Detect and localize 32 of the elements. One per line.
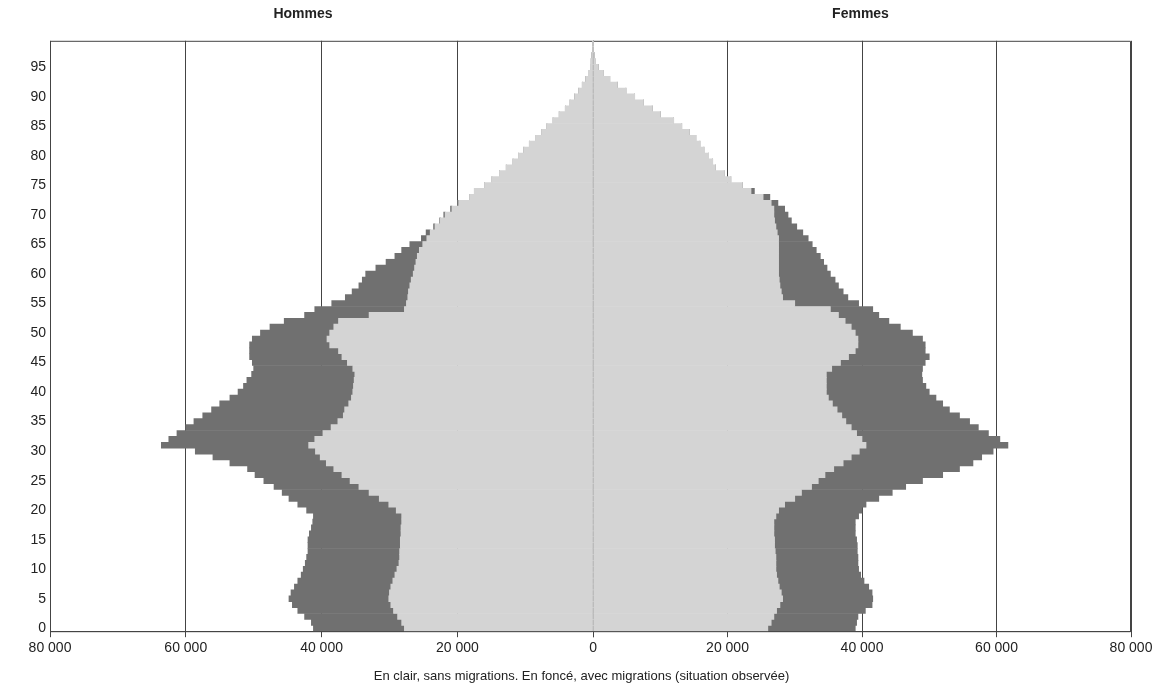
y-tick-label: 0 [38,619,47,636]
y-tick-label: 40 [30,382,47,399]
y-tick-label: 60 [30,264,47,281]
x-tick-label: 60 000 [164,639,208,656]
y-tick-label: 35 [30,412,47,429]
y-tick-label: 20 [30,501,47,518]
y-tick-label: 5 [38,589,47,606]
y-tick-label: 55 [30,294,47,311]
text: En clair, sans migrations. En foncé, avec migrations (situation observée) [372,668,791,683]
y-tick-label: 75 [30,176,47,193]
y-tick-label: 70 [30,205,47,222]
x-tick-label: 60 000 [975,639,1019,656]
x-tick-label: 20 000 [706,639,750,656]
y-tick-label: 90 [30,87,47,104]
y-tick-label: 30 [30,441,47,458]
y-tick-label: 45 [30,353,47,370]
y-tick-label: 65 [30,235,47,252]
x-tick-label: 0 [589,639,598,656]
y-tick-label: 85 [30,117,47,134]
y-tick-label: 50 [30,323,47,340]
y-tick-label: 80 [30,146,47,163]
y-tick-label: 95 [30,58,47,75]
x-tick-label: 80 000 [28,639,72,656]
x-tick-label: 20 000 [435,639,479,656]
y-tick-label: 10 [30,560,47,577]
y-tick-label: 15 [30,530,47,547]
chart-title: Femmes [832,5,890,22]
y-tick-label: 25 [30,471,47,488]
chart-title: Hommes [273,5,333,22]
x-tick-label: 40 000 [840,639,884,656]
x-tick-label: 80 000 [1109,639,1153,656]
x-tick-label: 40 000 [300,639,344,656]
